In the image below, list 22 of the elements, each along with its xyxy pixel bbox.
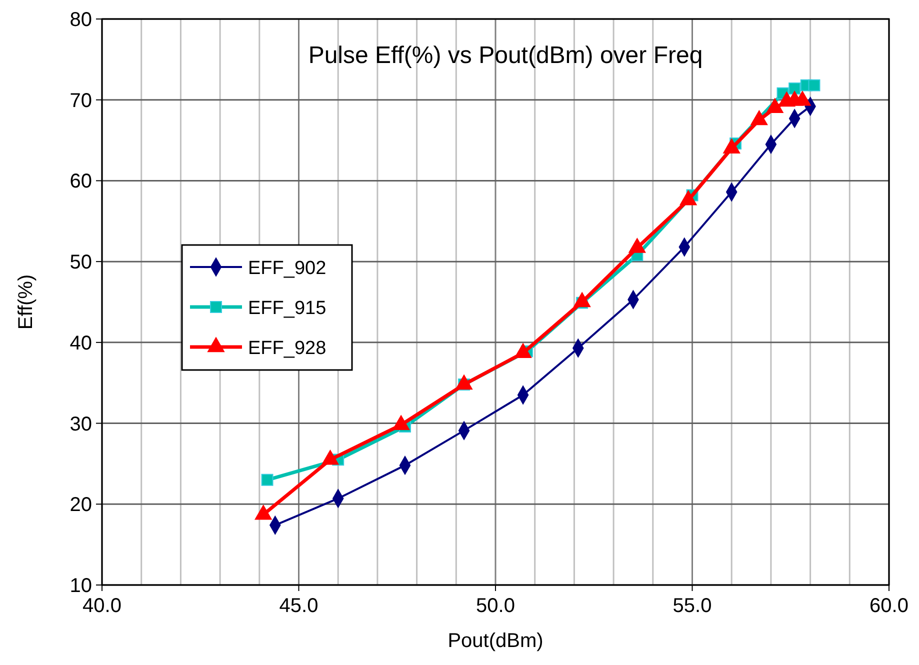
x-tick-label: 45.0 bbox=[279, 595, 318, 617]
text: Pulse Eff(%) vs Pout(dBm) over Freq bbox=[308, 42, 703, 69]
y-tick-label: 30 bbox=[70, 413, 92, 436]
legend-label: EFF_902 bbox=[248, 258, 326, 279]
legend-label: EFF_928 bbox=[248, 338, 326, 359]
y-tick-label: 60 bbox=[70, 170, 92, 193]
y-tick-label: 80 bbox=[70, 9, 92, 31]
point bbox=[261, 474, 274, 486]
y-tick-label: 70 bbox=[70, 90, 92, 112]
y-tick-label: 20 bbox=[70, 494, 92, 516]
y-tick-label: 50 bbox=[70, 252, 92, 274]
x-tick-label: 50.0 bbox=[476, 595, 515, 617]
y-axis-title: Eff(%) bbox=[15, 274, 37, 330]
x-tick-label: 40.0 bbox=[82, 595, 122, 617]
point bbox=[808, 79, 820, 92]
x-axis-title: Pout(dBm) bbox=[448, 630, 544, 652]
x-tick-label: 55.0 bbox=[672, 595, 712, 617]
y-tick-label: 40 bbox=[70, 332, 92, 354]
y-tick-label: 10 bbox=[70, 575, 92, 597]
legend-label: EFF_915 bbox=[248, 298, 326, 319]
x-tick-label: 60.0 bbox=[870, 595, 908, 617]
point bbox=[788, 82, 801, 95]
